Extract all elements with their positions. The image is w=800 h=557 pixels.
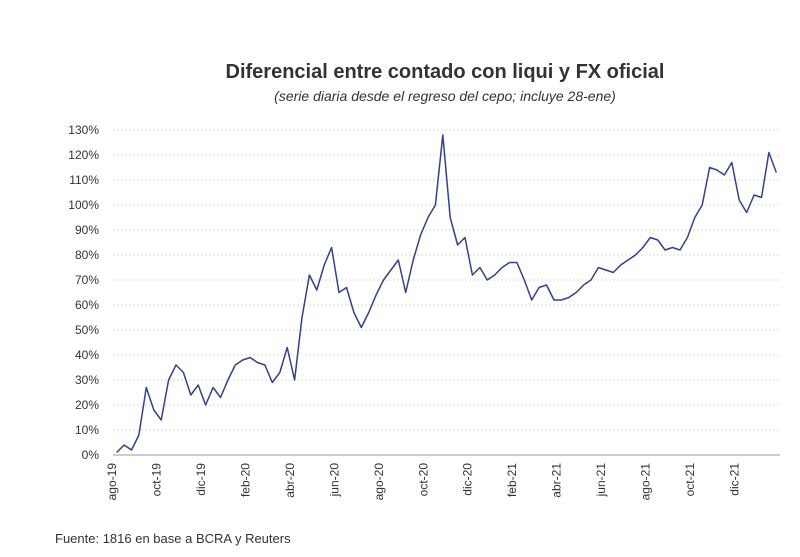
x-tick-label: abr-21 xyxy=(550,463,564,498)
y-tick-label: 40% xyxy=(75,348,99,362)
y-tick-label: 100% xyxy=(68,198,99,212)
y-tick-label: 80% xyxy=(75,248,99,262)
y-tick-label: 60% xyxy=(75,298,99,312)
x-tick-label: dic-21 xyxy=(728,463,742,496)
y-tick-label: 120% xyxy=(68,148,99,162)
x-tick-label: oct-20 xyxy=(416,463,430,497)
x-tick-label: abr-20 xyxy=(283,463,297,498)
x-tick-label: jun-20 xyxy=(327,463,341,498)
y-tick-label: 30% xyxy=(75,373,99,387)
y-tick-label: 10% xyxy=(75,423,99,437)
y-tick-label: 20% xyxy=(75,398,99,412)
data-line xyxy=(116,134,778,454)
x-tick-label: ago-20 xyxy=(372,463,386,501)
y-tick-label: 0% xyxy=(82,448,100,462)
y-tick-label: 90% xyxy=(75,223,99,237)
chart-title: Diferencial entre contado con liqui y FX… xyxy=(226,61,665,83)
x-tick-label: dic-19 xyxy=(194,463,208,496)
x-tick-label: dic-20 xyxy=(461,463,475,496)
x-tick-label: ago-21 xyxy=(639,463,653,501)
x-tick-label: oct-19 xyxy=(149,463,163,497)
x-tick-label: feb-21 xyxy=(505,463,519,497)
chart-subtitle: (serie diaria desde el regreso del cepo;… xyxy=(274,88,616,104)
x-tick-label: feb-20 xyxy=(238,463,252,497)
source-note: Fuente: 1816 en base a BCRA y Reuters xyxy=(55,531,291,546)
x-tick-label: ago-19 xyxy=(105,463,119,501)
y-tick-label: 50% xyxy=(75,323,99,337)
x-tick-label: oct-21 xyxy=(683,463,697,497)
y-tick-label: 130% xyxy=(68,123,99,137)
x-tick-label: jun-21 xyxy=(594,463,608,498)
y-tick-label: 110% xyxy=(69,173,99,187)
y-tick-label: 70% xyxy=(75,273,99,287)
